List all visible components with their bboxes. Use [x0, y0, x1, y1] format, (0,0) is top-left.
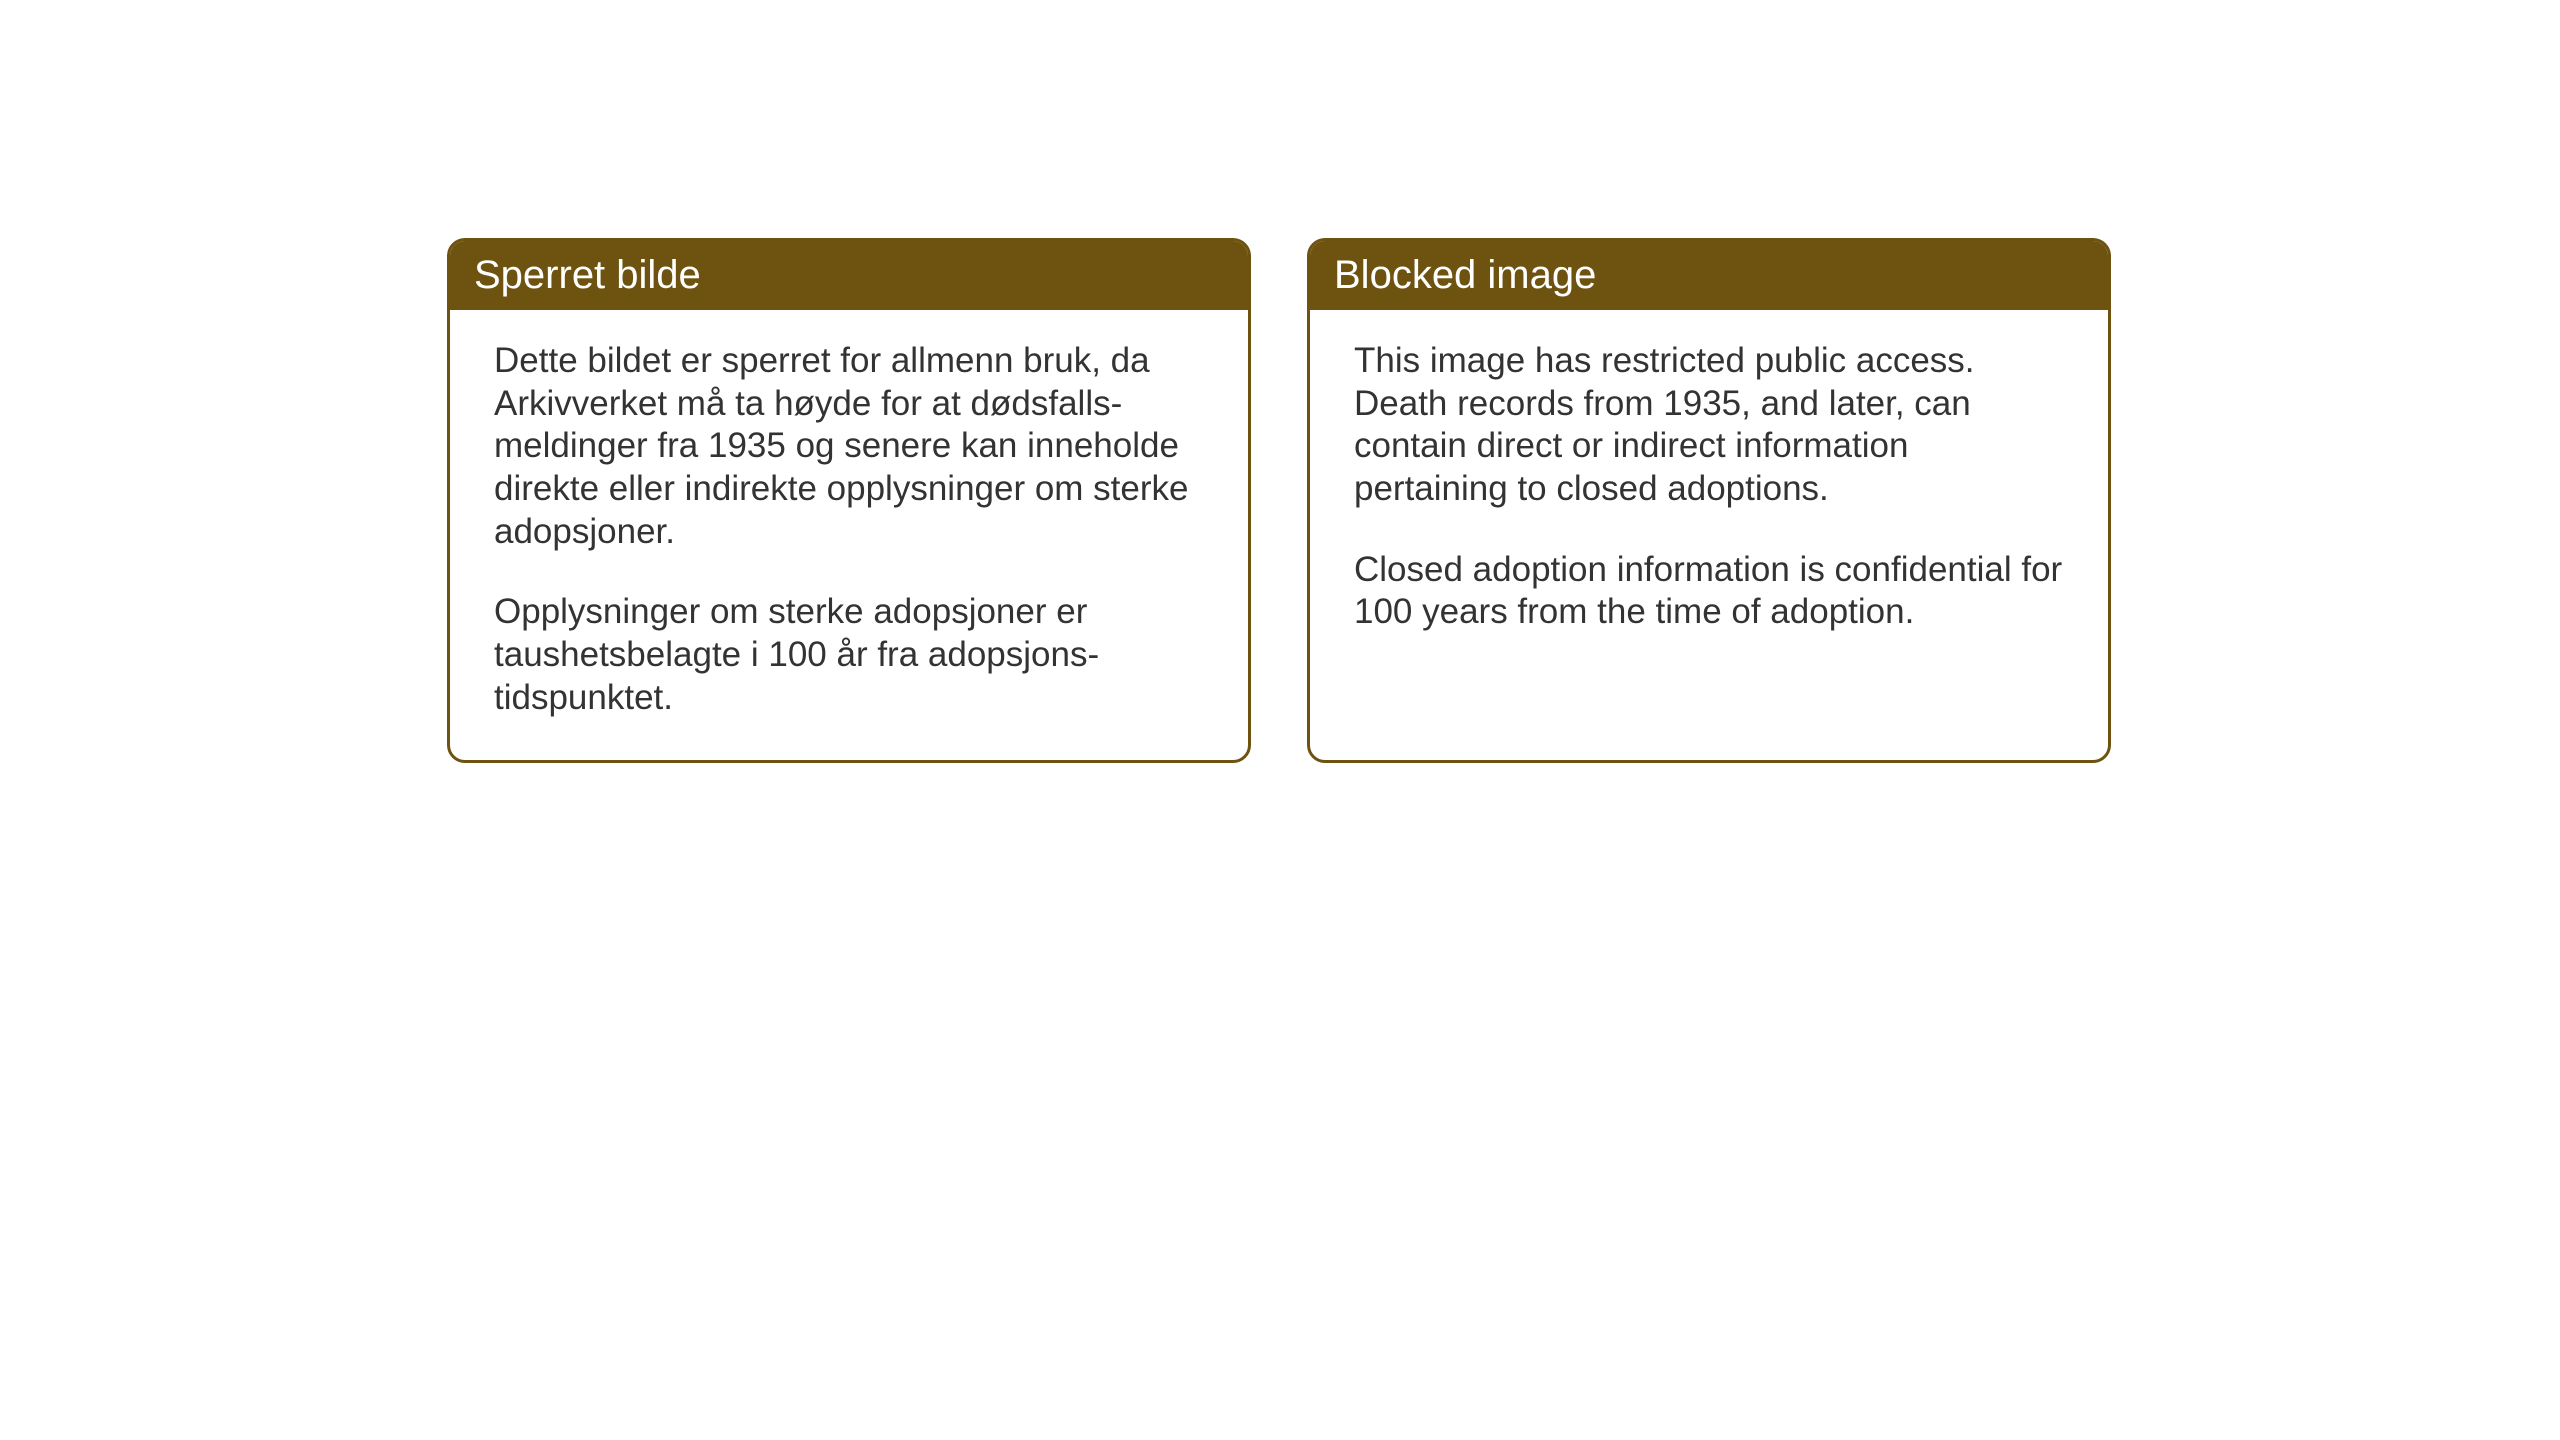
- card-body-english: This image has restricted public access.…: [1310, 310, 2108, 674]
- card-title-english: Blocked image: [1334, 253, 1596, 297]
- notice-card-english: Blocked image This image has restricted …: [1307, 238, 2111, 763]
- paragraph-2-norwegian: Opplysninger om sterke adopsjoner er tau…: [494, 591, 1204, 719]
- notice-container: Sperret bilde Dette bildet er sperret fo…: [447, 238, 2111, 763]
- card-header-english: Blocked image: [1310, 241, 2108, 310]
- card-body-norwegian: Dette bildet er sperret for allmenn bruk…: [450, 310, 1248, 760]
- card-title-norwegian: Sperret bilde: [474, 253, 701, 297]
- notice-card-norwegian: Sperret bilde Dette bildet er sperret fo…: [447, 238, 1251, 763]
- paragraph-1-english: This image has restricted public access.…: [1354, 340, 2064, 511]
- paragraph-1-norwegian: Dette bildet er sperret for allmenn bruk…: [494, 340, 1204, 553]
- paragraph-2-english: Closed adoption information is confident…: [1354, 549, 2064, 634]
- card-header-norwegian: Sperret bilde: [450, 241, 1248, 310]
